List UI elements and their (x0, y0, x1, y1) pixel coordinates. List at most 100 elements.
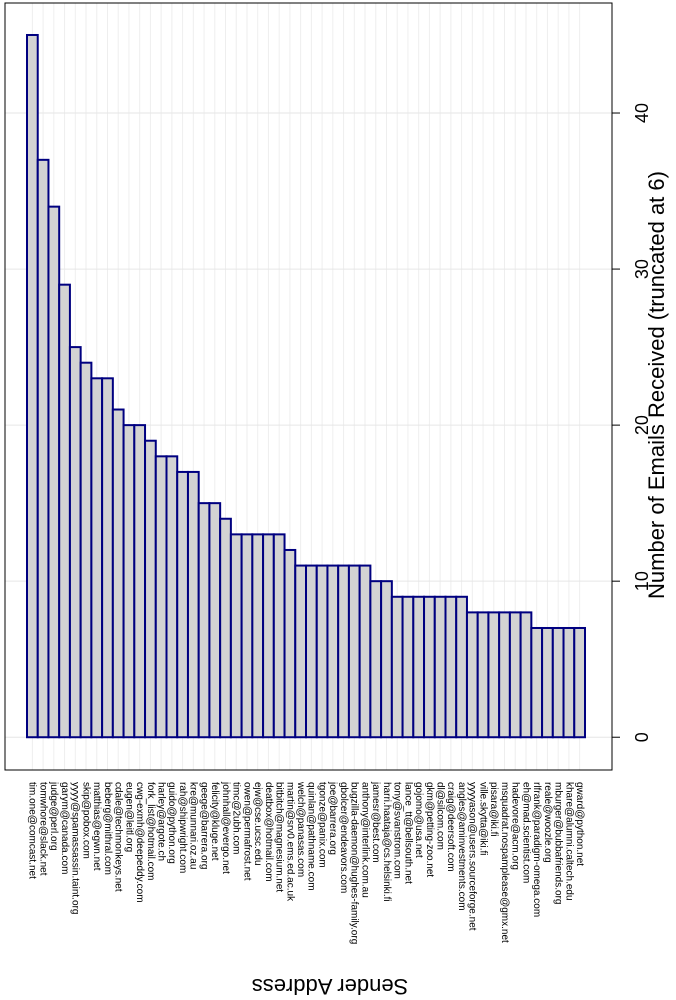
bar (133, 424, 147, 739)
bar (465, 611, 479, 739)
y-tick-label: 10 (632, 571, 652, 591)
bar (144, 439, 157, 739)
bar (562, 626, 576, 739)
x-tick-label: judge@perl.org (48, 781, 59, 851)
x-tick-label: matthias@egwn.net (91, 782, 102, 871)
plot-frame (4, 2, 613, 771)
x-tick-label: timc@2ubh.com (231, 782, 242, 854)
y-tick-label: 0 (632, 732, 652, 742)
x-tick-label: owen@permafrost.net (241, 782, 252, 881)
bar (508, 611, 522, 739)
bar (229, 533, 243, 739)
x-tick-label: fork_list@hotmail.com (145, 782, 156, 881)
bar (111, 408, 125, 739)
bar (122, 424, 136, 739)
bar (101, 377, 114, 739)
x-tick-label: deatbox@hotmail.com (263, 782, 274, 882)
bar (541, 626, 554, 739)
bar (551, 626, 565, 739)
x-tick-label: geege@barrera.org (198, 782, 209, 869)
x-tick-label: mburger@bubbafriends.org (553, 782, 564, 904)
x-tick-label: pisara@iki.fi (488, 782, 499, 837)
bar (165, 455, 179, 739)
bar (90, 377, 104, 739)
bar (197, 502, 211, 739)
x-tick-label: jamesr@best.com (370, 781, 381, 863)
y-axis-title: Number of Emails Received (truncated at … (644, 171, 669, 599)
bar (423, 595, 436, 739)
x-tick-label: rlfrank@paradigm-omega.com (531, 782, 542, 917)
bar (519, 611, 533, 739)
x-tick-label: johnhall@evergo.net (220, 781, 231, 874)
bar (283, 548, 297, 739)
x-tick-label: rah@shipwright.com (177, 782, 188, 873)
bar (315, 564, 329, 739)
bar (240, 533, 254, 739)
x-tick-label: gbolcer@endeavors.com (338, 782, 349, 893)
bar (487, 611, 501, 739)
x-axis-title: Sender Address (252, 974, 409, 999)
bar (455, 595, 468, 739)
y-tick-label: 30 (632, 259, 652, 279)
bar (251, 533, 265, 739)
bar (476, 611, 490, 739)
bar (208, 502, 222, 739)
bar (444, 595, 458, 739)
bar (358, 564, 372, 739)
bar (326, 564, 340, 739)
bar (79, 361, 93, 739)
x-tick-label: guido@python.org (166, 782, 177, 864)
bar (262, 533, 275, 739)
x-tick-label: martin@srv0.ems.ed.ac.uk (284, 782, 295, 902)
x-tick-label: gojomo@usa.net (413, 782, 424, 858)
bar (498, 611, 511, 739)
y-tick-label: 20 (632, 415, 652, 435)
bar (272, 533, 286, 739)
bar (36, 158, 50, 739)
x-tick-label: yyyyason@users.sourceforge.net (467, 782, 478, 931)
bar (294, 564, 307, 739)
x-tick-label: reale@woozle.org (542, 782, 553, 863)
x-tick-label: harri.haataja@cs.helsinki.fi (381, 782, 392, 902)
bar (530, 626, 544, 739)
x-tick-label: lance_tt@bellsouth.net (402, 782, 413, 884)
x-tick-label: hadevore@acm.org (510, 782, 521, 870)
bar (369, 580, 383, 739)
bar (47, 205, 61, 739)
bar (26, 33, 39, 739)
x-tick-label: joe@barrera.org (327, 781, 338, 855)
y-tick-label: 40 (632, 103, 652, 123)
x-tick-label: bitbitch@magnesium.net (274, 782, 285, 892)
x-tick-label: cdale@techmonkeys.net (113, 782, 124, 892)
bar (68, 346, 82, 739)
x-tick-label: gkm@petting-zoo.net (424, 782, 435, 877)
x-tick-label: yyyy@spamassassin.taint.org (70, 782, 81, 914)
bar (154, 455, 168, 739)
x-tick-label: dl@silcom.com (434, 782, 445, 850)
x-tick-label: garym@canada.com (59, 782, 70, 874)
x-tick-label: cwg-exmh@deepeddy.com (134, 782, 145, 903)
x-tick-label: ejw@cse.ucsc.edu (252, 782, 263, 866)
bar (380, 580, 393, 739)
x-tick-label: tgonze@panix.com (316, 782, 327, 868)
bar (412, 595, 426, 739)
x-tick-label: khare@alumni.caltech.edu (563, 782, 574, 901)
x-tick-label: eh@mad.scientist.com (520, 782, 531, 883)
x-tick-label: tony@svanstrom.com (392, 782, 403, 879)
bar (186, 470, 200, 739)
x-tick-label: eugen@leitl.org (123, 782, 134, 852)
x-tick-label: craig@deersoft.com (445, 782, 456, 872)
x-tick-label: bugzilla-daemon@hughes-family.org (349, 782, 360, 944)
bar (433, 595, 447, 739)
x-tick-label: welch@panasas.com (295, 781, 306, 877)
bar (390, 595, 404, 739)
x-tick-label: ville.skytta@iki.fi (477, 782, 488, 856)
bar (347, 564, 361, 739)
x-tick-label: tim.one@comcast.net (27, 782, 38, 879)
bar (176, 470, 189, 739)
x-tick-label: kre@munnari.oz.au (188, 782, 199, 869)
x-tick-label: angles@aminvestments.com (456, 782, 467, 911)
x-tick-label: skip@pobox.com (80, 782, 91, 859)
x-tick-label: tomwhore@slack.net (37, 782, 48, 876)
